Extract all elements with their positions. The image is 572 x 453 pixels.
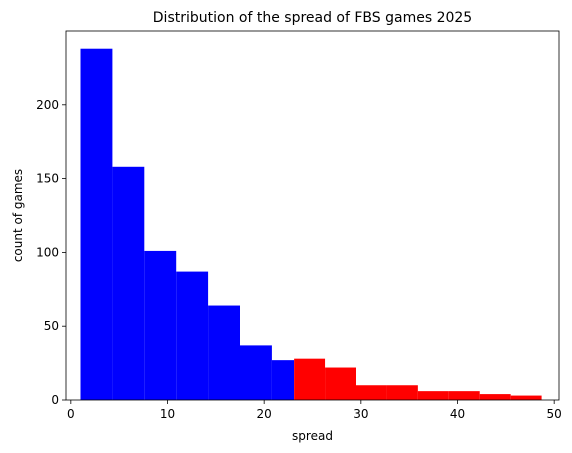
histogram-bar	[294, 358, 326, 400]
histogram-bar	[356, 385, 387, 400]
x-tick-label: 10	[160, 407, 175, 421]
x-tick-label: 50	[547, 407, 562, 421]
histogram-bar	[448, 391, 480, 400]
histogram-bar	[176, 271, 209, 400]
histogram-bar	[510, 395, 542, 400]
x-axis-ticks: 0 10 20 30 40 50	[67, 400, 562, 421]
histogram-bar	[271, 360, 295, 400]
histogram-bar	[240, 345, 272, 400]
histogram-bar	[80, 48, 113, 401]
x-tick-label: 0	[67, 407, 75, 421]
y-tick-label: 150	[36, 172, 59, 186]
histogram-bar	[144, 250, 177, 400]
histogram-bar	[325, 367, 356, 400]
chart-title: Distribution of the spread of FBS games …	[153, 10, 472, 26]
y-axis-ticks: 0 50 100 150 200	[36, 98, 66, 407]
x-axis-label: spread	[292, 429, 333, 443]
histogram-bar	[417, 391, 449, 400]
histogram-bar	[112, 166, 145, 400]
x-tick-label: 20	[257, 407, 272, 421]
histogram-bar	[479, 394, 511, 400]
y-tick-label: 0	[51, 393, 59, 407]
y-tick-label: 200	[36, 98, 59, 112]
plot-frame	[65, 30, 560, 401]
x-tick-label: 30	[353, 407, 368, 421]
y-axis-label: count of games	[11, 169, 25, 262]
x-tick-label: 40	[450, 407, 465, 421]
y-tick-label: 50	[44, 319, 59, 333]
histogram-bar	[386, 385, 418, 400]
histogram-bar	[208, 305, 240, 400]
y-tick-label: 100	[36, 245, 59, 259]
bars-layer	[80, 48, 542, 401]
